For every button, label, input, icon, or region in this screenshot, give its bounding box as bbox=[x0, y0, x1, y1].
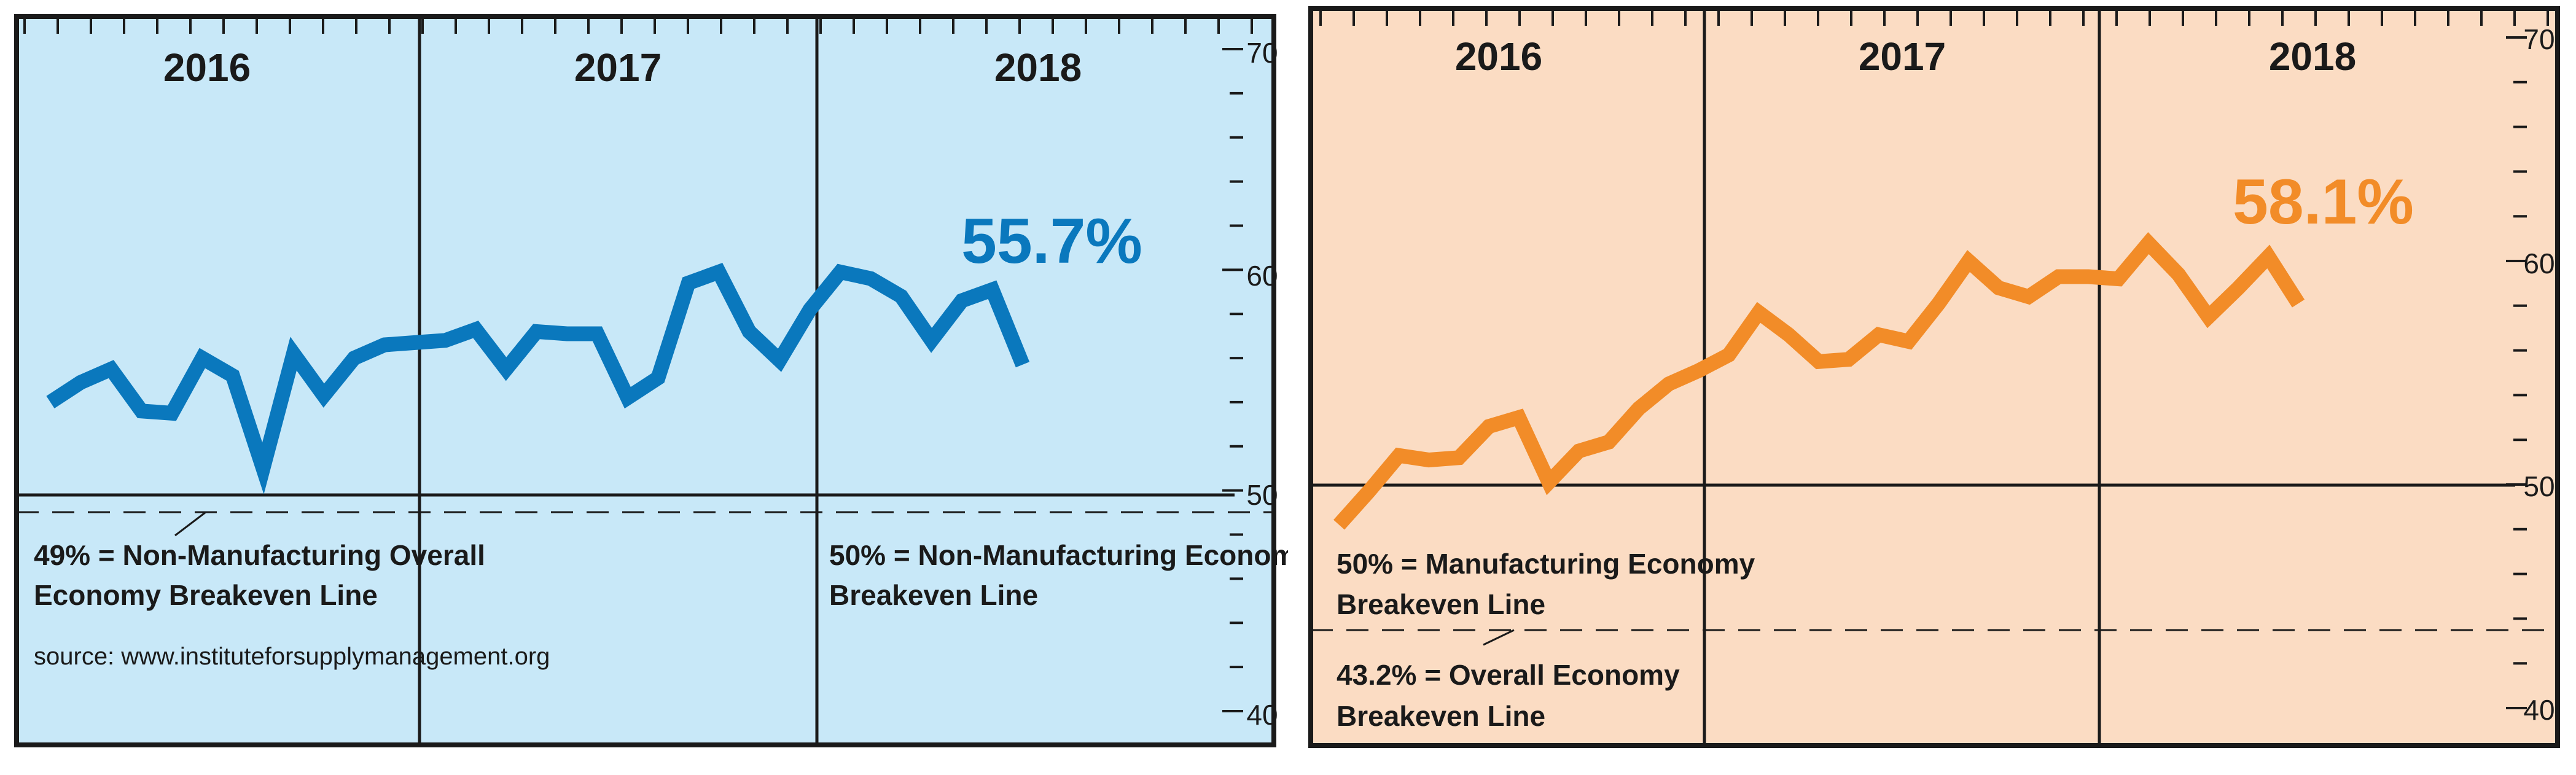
plot-background bbox=[1308, 6, 2560, 748]
y-tick-label: 60 bbox=[1246, 260, 1278, 292]
non-manufacturing-chart: 2016 2017 2018 70 60 50 40 55.7% 49% = N… bbox=[14, 14, 1288, 747]
annotation-line: Economy Breakeven Line bbox=[34, 579, 378, 611]
y-tick-label: 40 bbox=[2523, 694, 2555, 726]
series-line bbox=[46, 262, 1030, 494]
annotation-line: 50% = Manufacturing Economy bbox=[1337, 548, 1755, 580]
year-label: 2017 bbox=[1859, 34, 1946, 79]
annotation-pointer bbox=[174, 511, 206, 537]
year-label: 2016 bbox=[163, 45, 251, 90]
y-tick-label: 60 bbox=[2523, 247, 2555, 279]
annotation-line: 43.2% = Overall Economy bbox=[1337, 659, 1680, 691]
year-label: 2016 bbox=[1455, 34, 1542, 79]
right-tick-marks bbox=[2506, 36, 2527, 709]
annotation-line: Breakeven Line bbox=[1337, 700, 1545, 732]
annotation-line: 49% = Non-Manufacturing Overall bbox=[34, 539, 485, 571]
y-tick-label: 70 bbox=[1246, 37, 1278, 69]
headline-value: 58.1% bbox=[2233, 166, 2414, 238]
y-tick-label: 70 bbox=[2523, 23, 2555, 55]
annotation-line: Breakeven Line bbox=[1337, 588, 1545, 620]
y-tick-label: 40 bbox=[1246, 699, 1278, 731]
y-tick-label: 50 bbox=[2523, 470, 2555, 502]
annotation-pointer bbox=[1483, 629, 1515, 646]
top-tick-marks bbox=[1319, 9, 2549, 26]
series-line bbox=[1333, 232, 2305, 530]
annotation-line: Breakeven Line bbox=[829, 579, 1038, 611]
year-label: 2017 bbox=[574, 45, 662, 90]
manufacturing-chart: 2016 2017 2018 70 60 50 40 58.1% 50% = M… bbox=[1308, 6, 2560, 748]
annotation-line: 50% = Non-Manufacturing Economy bbox=[829, 539, 1288, 571]
source-note: source: www.instituteforsupplymanagement… bbox=[34, 643, 550, 670]
y-tick-label: 50 bbox=[1246, 479, 1278, 511]
top-tick-marks bbox=[23, 17, 1253, 34]
year-label: 2018 bbox=[994, 45, 1082, 90]
right-tick-marks bbox=[1222, 48, 1243, 712]
year-label: 2018 bbox=[2269, 34, 2356, 79]
headline-value: 55.7% bbox=[961, 206, 1142, 277]
